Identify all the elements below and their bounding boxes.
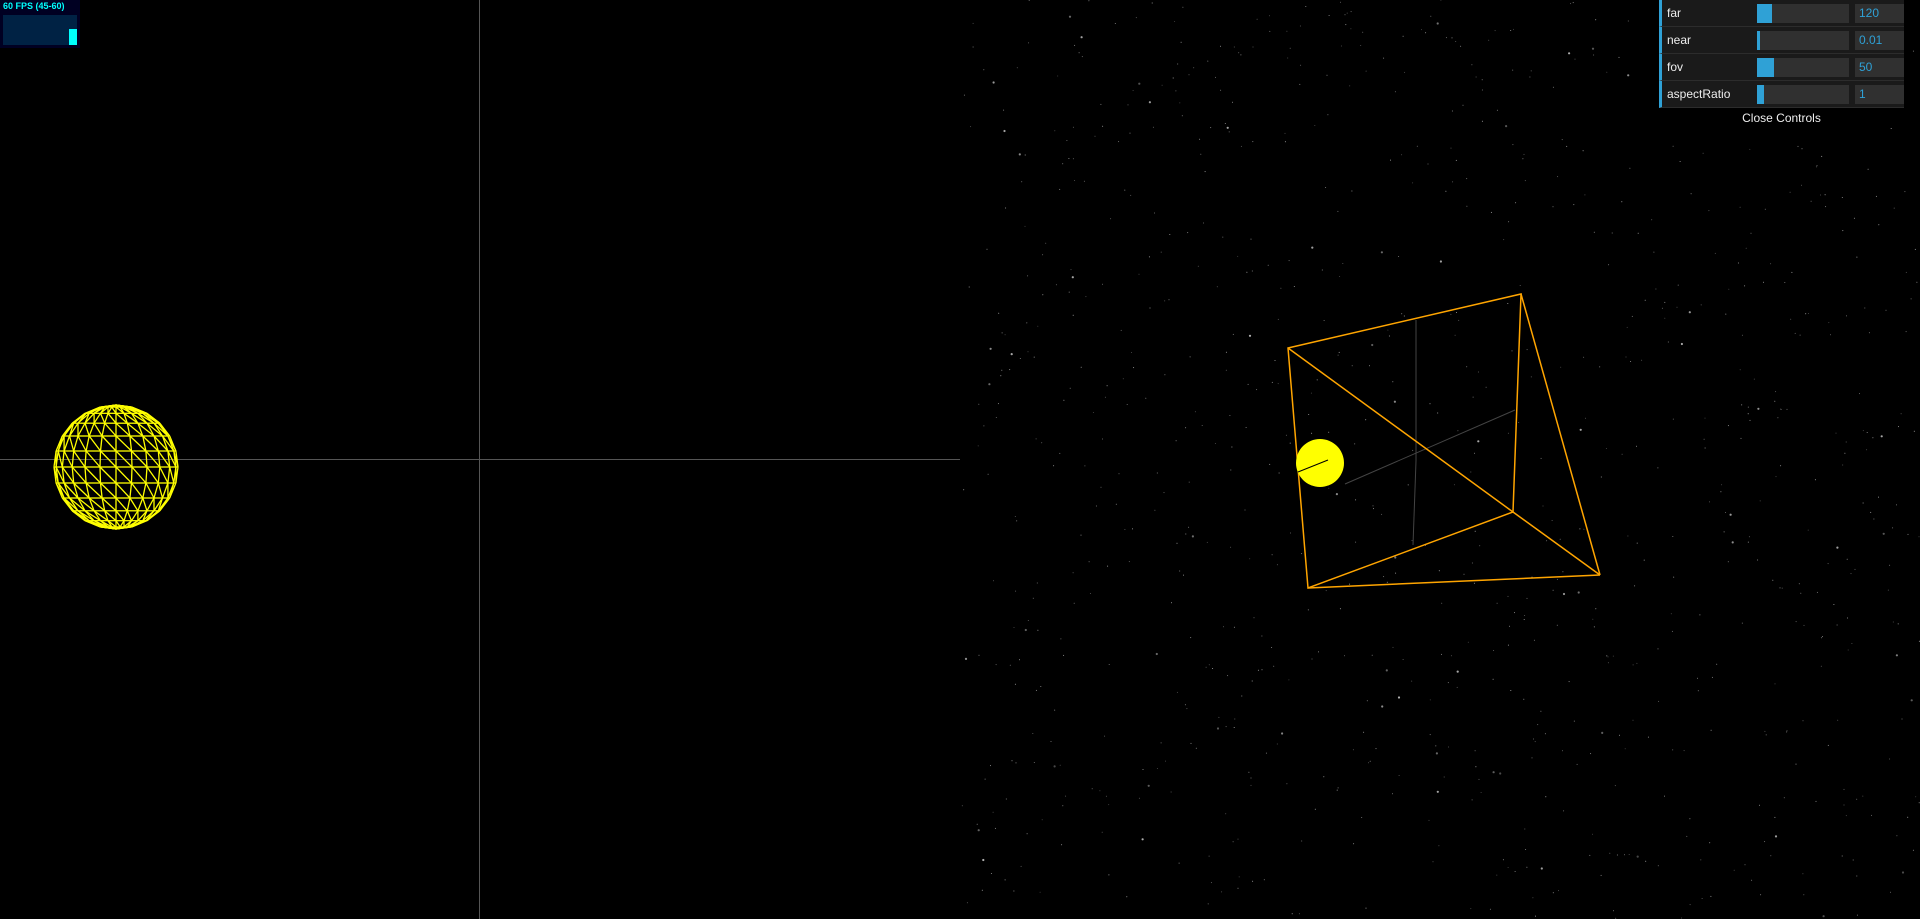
aspect-ratio-slider-fill bbox=[1757, 85, 1765, 104]
control-row-far: far bbox=[1659, 0, 1904, 27]
control-label-far: far bbox=[1667, 6, 1682, 20]
control-label-aspect-ratio: aspectRatio bbox=[1667, 87, 1731, 101]
fov-slider-fill bbox=[1757, 58, 1774, 77]
far-slider-fill bbox=[1757, 4, 1772, 23]
fps-graph-bar bbox=[69, 28, 77, 45]
controls-panel: far near fov aspectRatio Close Controls bbox=[1659, 0, 1904, 128]
wireframe-sphere bbox=[53, 404, 179, 530]
near-input[interactable] bbox=[1855, 31, 1904, 50]
near-slider[interactable] bbox=[1757, 31, 1849, 50]
near-slider-fill bbox=[1757, 31, 1760, 50]
control-row-fov: fov bbox=[1659, 54, 1904, 81]
far-input[interactable] bbox=[1855, 4, 1904, 23]
fps-stats-panel[interactable]: 60 FPS (45-60) bbox=[0, 0, 80, 48]
control-label-fov: fov bbox=[1667, 60, 1684, 74]
fps-counter-text: 60 FPS (45-60) bbox=[3, 1, 65, 11]
close-controls-button[interactable]: Close Controls bbox=[1659, 108, 1904, 128]
fov-slider[interactable] bbox=[1757, 58, 1849, 77]
fps-graph bbox=[3, 15, 77, 45]
aspect-ratio-slider[interactable] bbox=[1757, 85, 1849, 104]
small-sphere bbox=[1296, 439, 1344, 487]
control-label-near: near bbox=[1667, 33, 1692, 47]
control-row-near: near bbox=[1659, 27, 1904, 54]
camera-frustum-helper bbox=[1287, 293, 1601, 590]
far-slider[interactable] bbox=[1757, 4, 1849, 23]
aspect-ratio-input[interactable] bbox=[1855, 85, 1904, 104]
control-row-aspect-ratio: aspectRatio bbox=[1659, 81, 1904, 108]
fov-input[interactable] bbox=[1855, 58, 1904, 77]
